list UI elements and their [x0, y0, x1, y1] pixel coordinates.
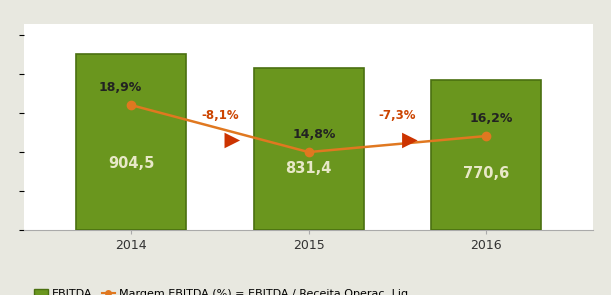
Text: -8,1%: -8,1% — [201, 109, 238, 122]
Text: 16,2%: 16,2% — [470, 112, 513, 125]
Text: -7,3%: -7,3% — [379, 109, 416, 122]
Legend: EBITDA, Margem EBITDA (%) = EBITDA / Receita Operac. Liq.: EBITDA, Margem EBITDA (%) = EBITDA / Rec… — [30, 284, 417, 295]
Text: 831,4: 831,4 — [285, 161, 332, 176]
Text: 904,5: 904,5 — [108, 156, 154, 171]
Bar — [76, 54, 186, 230]
Bar — [254, 68, 364, 230]
Text: 14,8%: 14,8% — [293, 128, 336, 141]
Text: 770,6: 770,6 — [463, 165, 509, 181]
Bar — [431, 80, 541, 230]
Text: 18,9%: 18,9% — [98, 81, 142, 94]
